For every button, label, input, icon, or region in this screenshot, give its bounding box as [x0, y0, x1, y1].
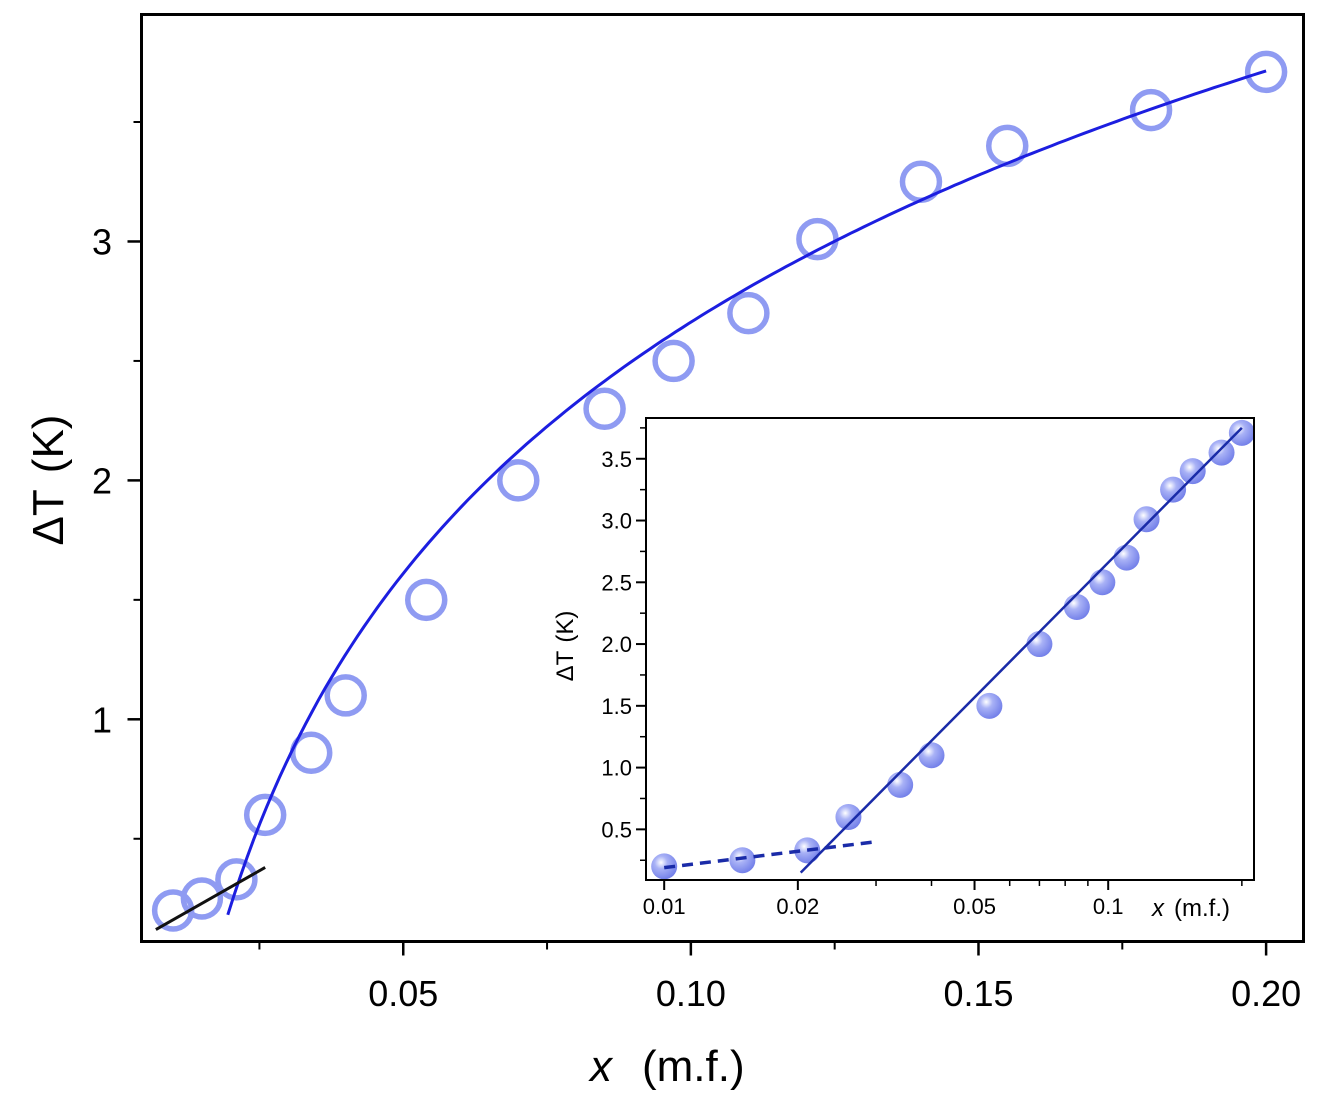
inset-y-tick-label: 0.5 [601, 817, 632, 842]
main-plot: 0.05 0.10 0.15 0.20 1 2 3 x (m.f.) ΔT (K) [24, 13, 1305, 1091]
inset-x-unit: (m.f.) [1174, 895, 1230, 922]
inset-x-tick-label: 0.01 [643, 894, 686, 919]
main-y-axis-label: ΔT (K) [24, 415, 73, 546]
inset-plot: 0.01 0.02 0.05 0.1 0.5 1.0 1.5 2.0 2.5 3.0 3.5 x (m… [552, 417, 1255, 922]
inset-plot-frame [645, 417, 1255, 881]
inset-y-tick-label: 1.5 [601, 694, 632, 719]
inset-data-point [1089, 569, 1116, 596]
main-x-unit: (m.f.) [642, 1042, 745, 1091]
main-data-point [1244, 50, 1288, 94]
inset-x-axis-label: x (m.f.) [1151, 895, 1230, 922]
main-log-fit-curve [226, 69, 1267, 916]
inset-data-point [1133, 506, 1160, 533]
inset-data-point [887, 771, 914, 798]
main-low-fit-line [155, 866, 266, 931]
main-data-point [497, 459, 540, 502]
inset-data-point [1063, 594, 1090, 620]
inset-data-point [835, 804, 862, 830]
main-y-unit: (K) [24, 415, 73, 474]
main-x-tick-label: 0.20 [1231, 973, 1301, 1014]
inset-data-point [1160, 476, 1187, 503]
main-data-point [324, 674, 367, 717]
main-data-point [583, 387, 626, 430]
inset-x-tick-label: 0.05 [953, 894, 996, 919]
main-x-symbol: x [588, 1042, 614, 1091]
main-y-tick-label: 2 [92, 460, 112, 501]
main-y-tick-label: 1 [92, 699, 112, 740]
main-data-point [796, 217, 839, 261]
main-data-point [404, 578, 448, 622]
inset-background [646, 418, 1254, 880]
main-data-point [727, 291, 770, 335]
inset-y-tick-label: 3.5 [601, 447, 632, 472]
inset-y-tick-label: 1.0 [601, 756, 632, 781]
main-x-tick-label: 0.10 [656, 973, 726, 1014]
main-data-point [243, 793, 287, 837]
inset-y-axis-label: ΔT (K) [552, 611, 579, 682]
main-y-symbol: ΔT [24, 489, 73, 545]
main-data-point [180, 877, 224, 920]
inset-y-symbol: ΔT [552, 650, 579, 681]
main-y-tick-label: 3 [92, 221, 112, 262]
main-data-point [1129, 88, 1173, 132]
inset-y-tick-label: 3.0 [601, 509, 632, 534]
inset-data-point [1026, 631, 1053, 658]
main-x-tick-label: 0.15 [943, 973, 1013, 1014]
inset-y-tick-label: 2.5 [601, 570, 632, 595]
inset-y-unit: (K) [552, 611, 579, 643]
inset-data-point [918, 742, 945, 769]
main-data-point [215, 858, 258, 901]
inset-data-point [1228, 419, 1255, 446]
inset-data-point [1113, 544, 1140, 571]
inset-data-point [1208, 439, 1235, 466]
inset-x-tick-label: 0.1 [1093, 894, 1124, 919]
inset-data-point [976, 692, 1003, 719]
main-plot-frame [140, 13, 1305, 943]
inset-data-point [1179, 458, 1206, 485]
inset-data-point [729, 847, 756, 874]
inset-x-tick-label: 0.02 [776, 894, 819, 919]
main-data-point [652, 339, 695, 383]
main-x-tick-label: 0.05 [368, 973, 438, 1014]
inset-x-symbol: x [1151, 895, 1165, 922]
inset-y-tick-label: 2.0 [601, 632, 632, 657]
inset-linear-fit-line [799, 427, 1243, 874]
main-x-axis-label: x (m.f.) [588, 1042, 745, 1091]
